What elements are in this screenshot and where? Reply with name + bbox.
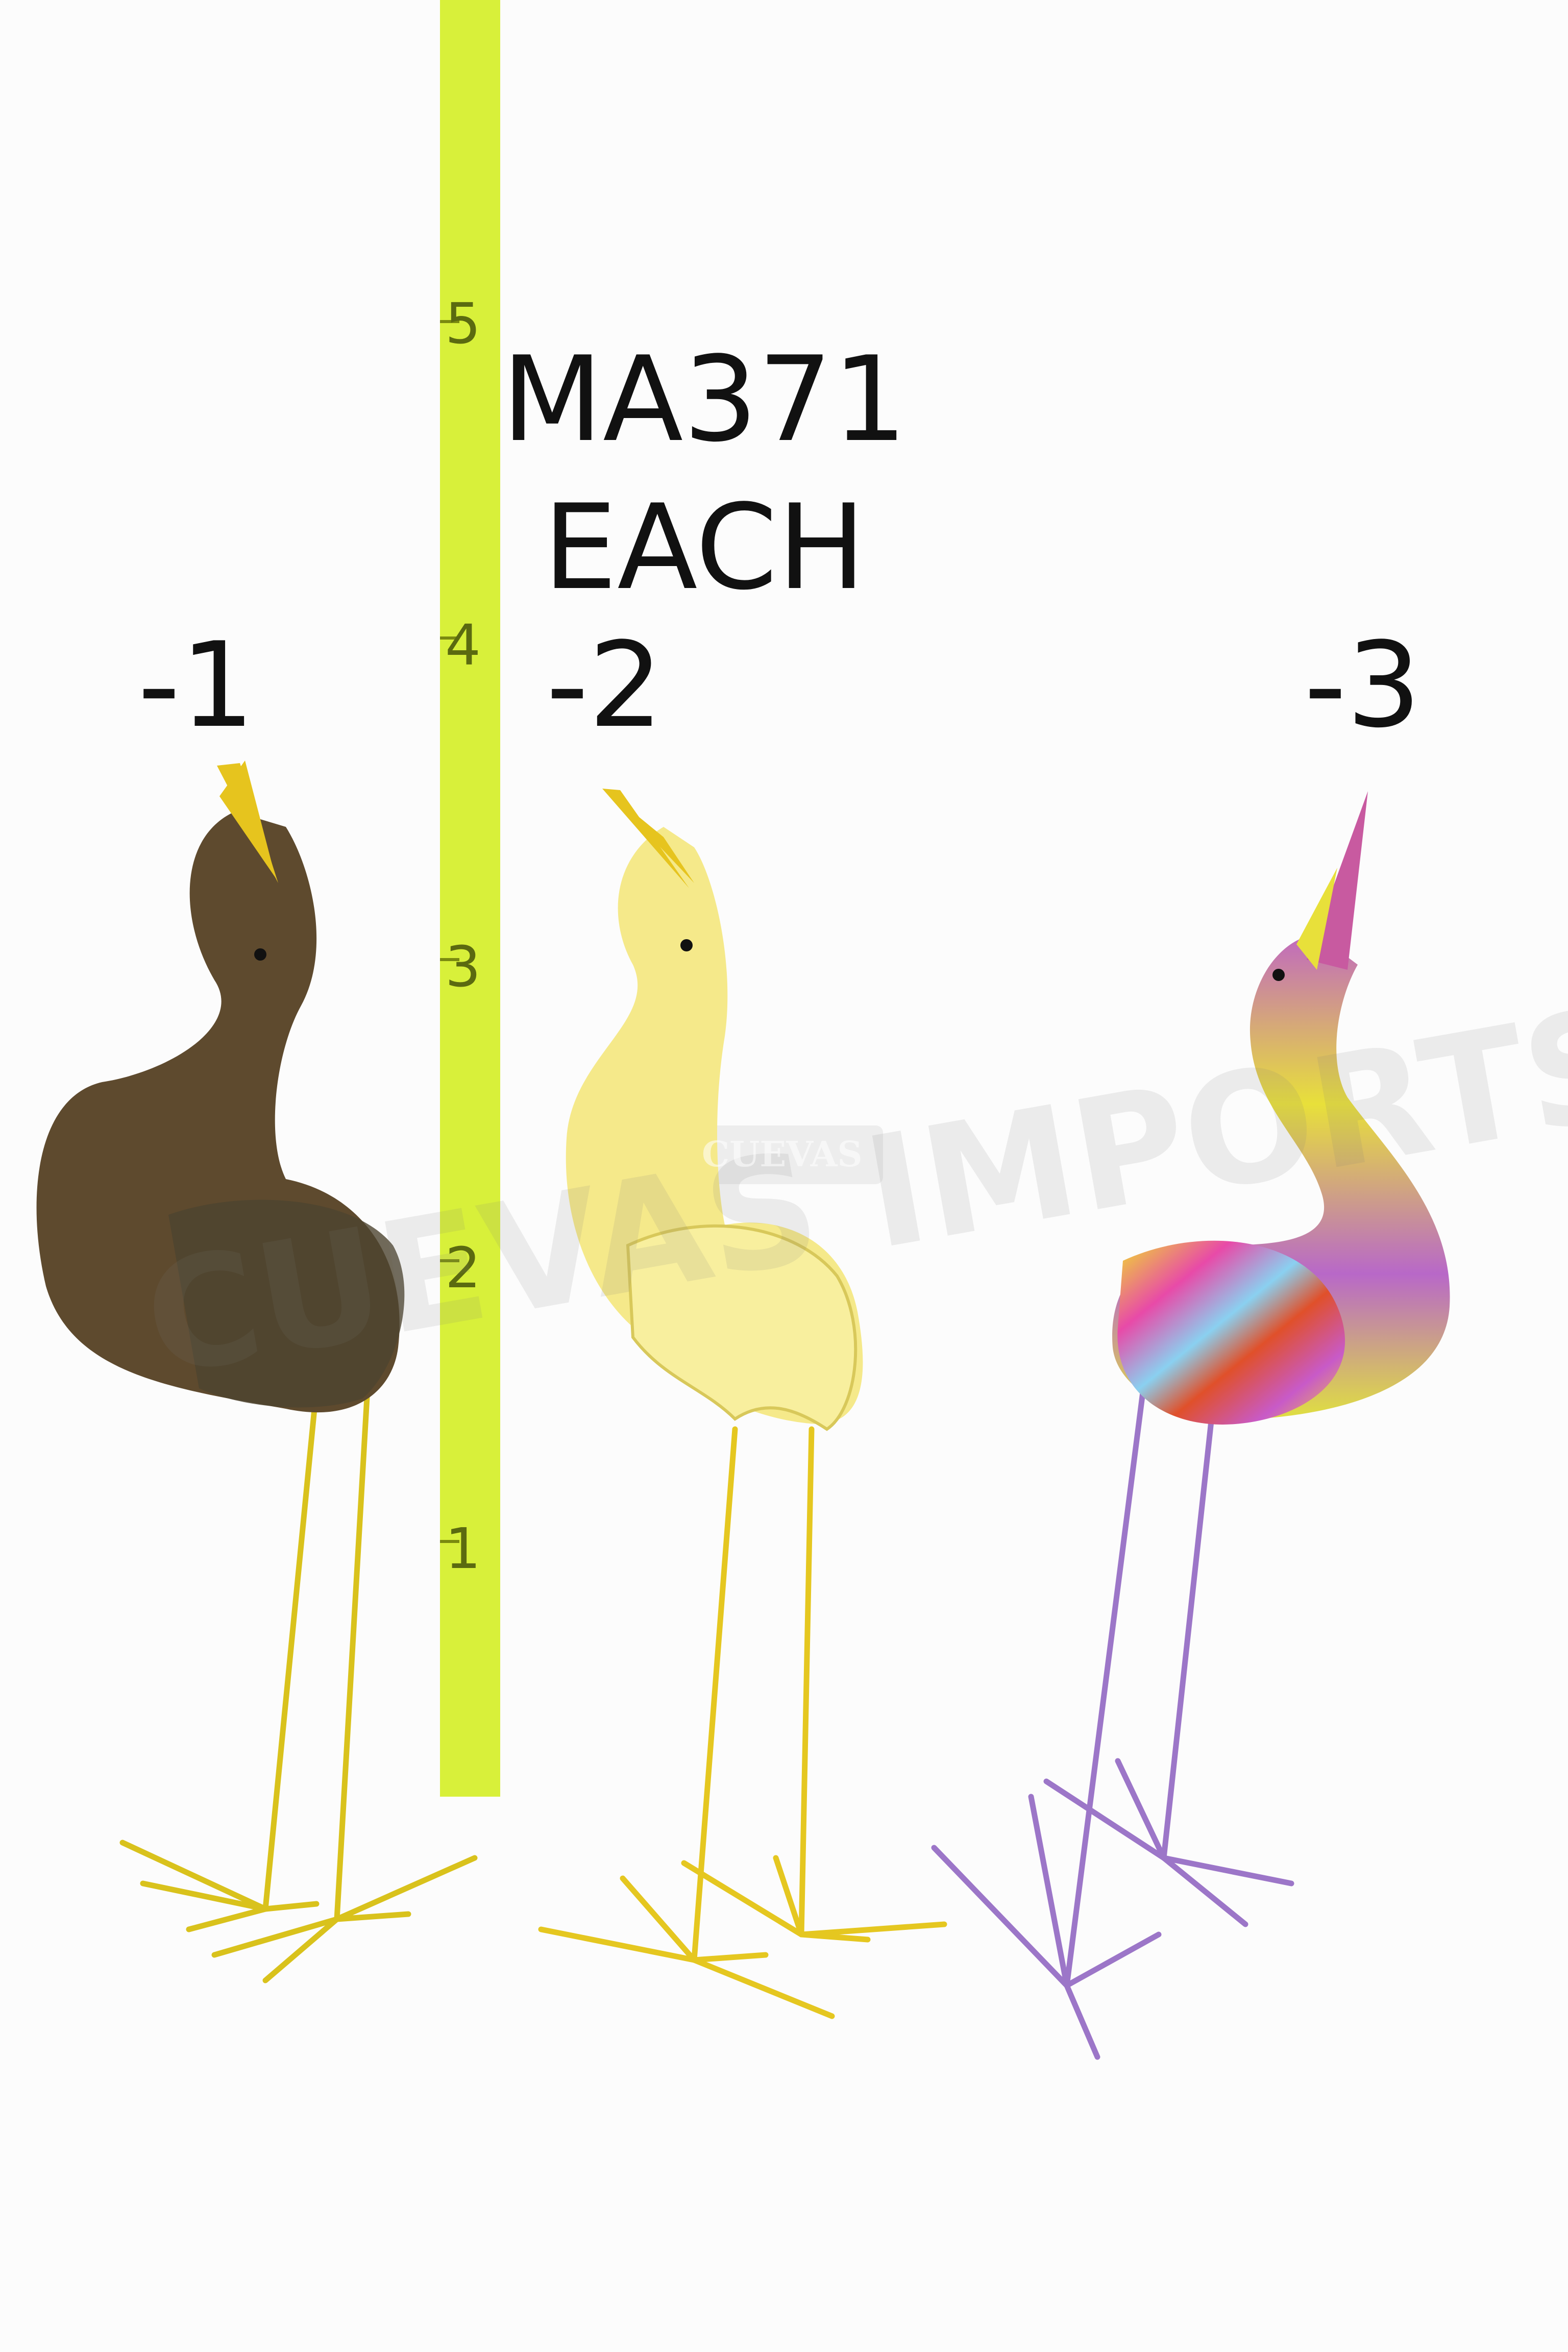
variant-label-2: -2 — [546, 618, 664, 754]
crane-multicolor — [931, 791, 1450, 2060]
crane-brown — [36, 761, 478, 1983]
watermark-badge: CUEVAS — [702, 1134, 863, 1175]
product-code: MA371 — [501, 332, 908, 468]
variant-label-3: -3 — [1304, 618, 1422, 754]
stick-mark-3: 3 — [445, 934, 481, 999]
stick-mark-2: 2 — [445, 1235, 481, 1301]
measuring-stick — [440, 0, 500, 1797]
stick-mark-4: 4 — [445, 612, 481, 678]
pricing-label: EACH — [543, 480, 866, 616]
stick-mark-1: 1 — [445, 1516, 481, 1581]
crane-yellow — [538, 789, 947, 2019]
variant-label-1: -1 — [138, 618, 255, 754]
stick-mark-5: 5 — [445, 291, 481, 356]
watermark — [687, 1125, 883, 1184]
